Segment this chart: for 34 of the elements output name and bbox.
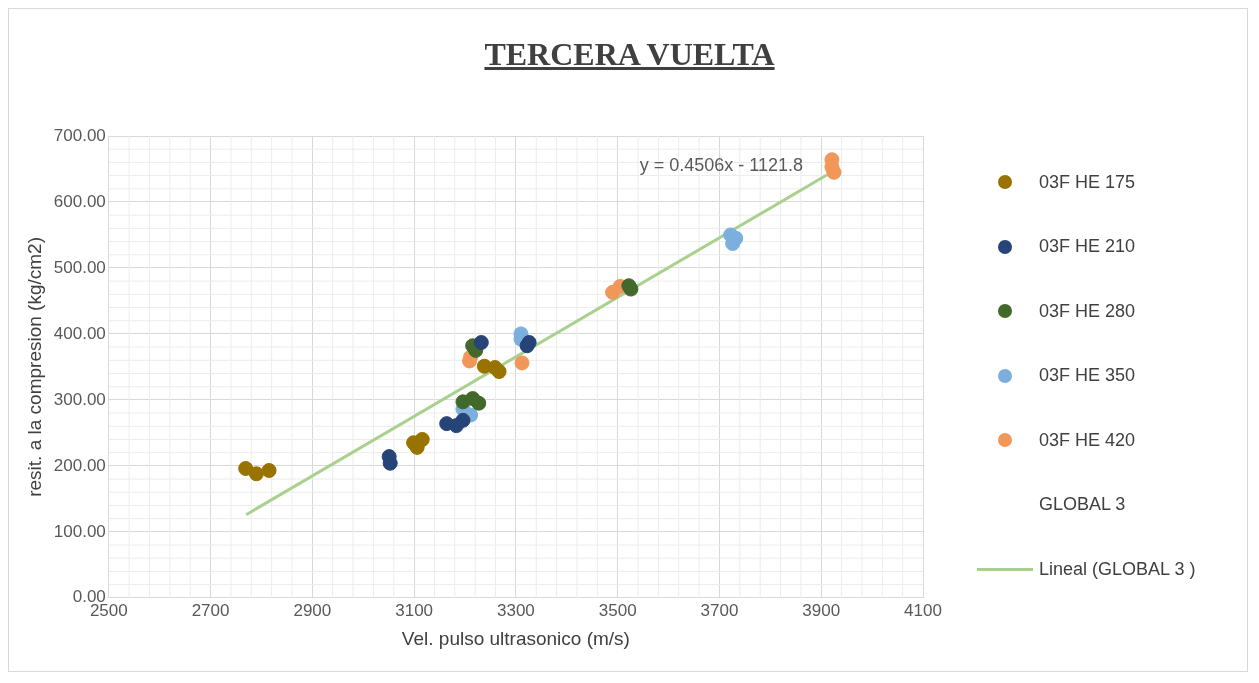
- x-tick-label: 3500: [598, 600, 637, 620]
- point: [491, 364, 507, 380]
- x-tick-label: 2900: [293, 600, 332, 620]
- legend-label: 03F HE 175: [1039, 171, 1136, 193]
- legend-label: 03F HE 210: [1039, 236, 1136, 258]
- y-tick-label: 500.00: [53, 257, 106, 277]
- x-tick-label: 3100: [395, 600, 434, 620]
- point: [471, 395, 487, 411]
- y-axis-title: resit. a la compresion (kg/cm2): [23, 237, 45, 497]
- point: [473, 334, 489, 350]
- legend-label: Lineal (GLOBAL 3 ): [1039, 558, 1196, 580]
- legend-label: 03F HE 350: [1039, 365, 1136, 387]
- x-tick-label: 3900: [802, 600, 841, 620]
- chart-title: TERCERA VUELTA: [483, 36, 776, 73]
- annotation: y = 0.4506x - 1121.8: [639, 154, 803, 175]
- legend-label: 03F HE 420: [1039, 429, 1136, 451]
- x-tick-label: 2700: [191, 600, 230, 620]
- point: [519, 338, 535, 354]
- point: [248, 466, 264, 482]
- x-axis-title: Vel. pulso ultrasonico (m/s): [401, 627, 630, 649]
- point: [261, 462, 277, 478]
- y-tick-label: 300.00: [53, 389, 106, 409]
- y-tick-label: 200.00: [53, 455, 106, 475]
- y-tick-label: 400.00: [53, 323, 106, 343]
- y-tick-label: 600.00: [53, 191, 106, 211]
- y-tick-label: 700.00: [53, 125, 106, 145]
- x-tick-label: 4100: [904, 600, 942, 620]
- text: GLOBAL 3: [1039, 494, 1126, 516]
- y-tick-label: 100.00: [53, 521, 106, 541]
- x-tick-label: 3700: [700, 600, 739, 620]
- point: [514, 355, 530, 371]
- point: [455, 412, 471, 428]
- x-tick-label: 3300: [496, 600, 535, 620]
- legend-label: 03F HE 280: [1039, 300, 1136, 322]
